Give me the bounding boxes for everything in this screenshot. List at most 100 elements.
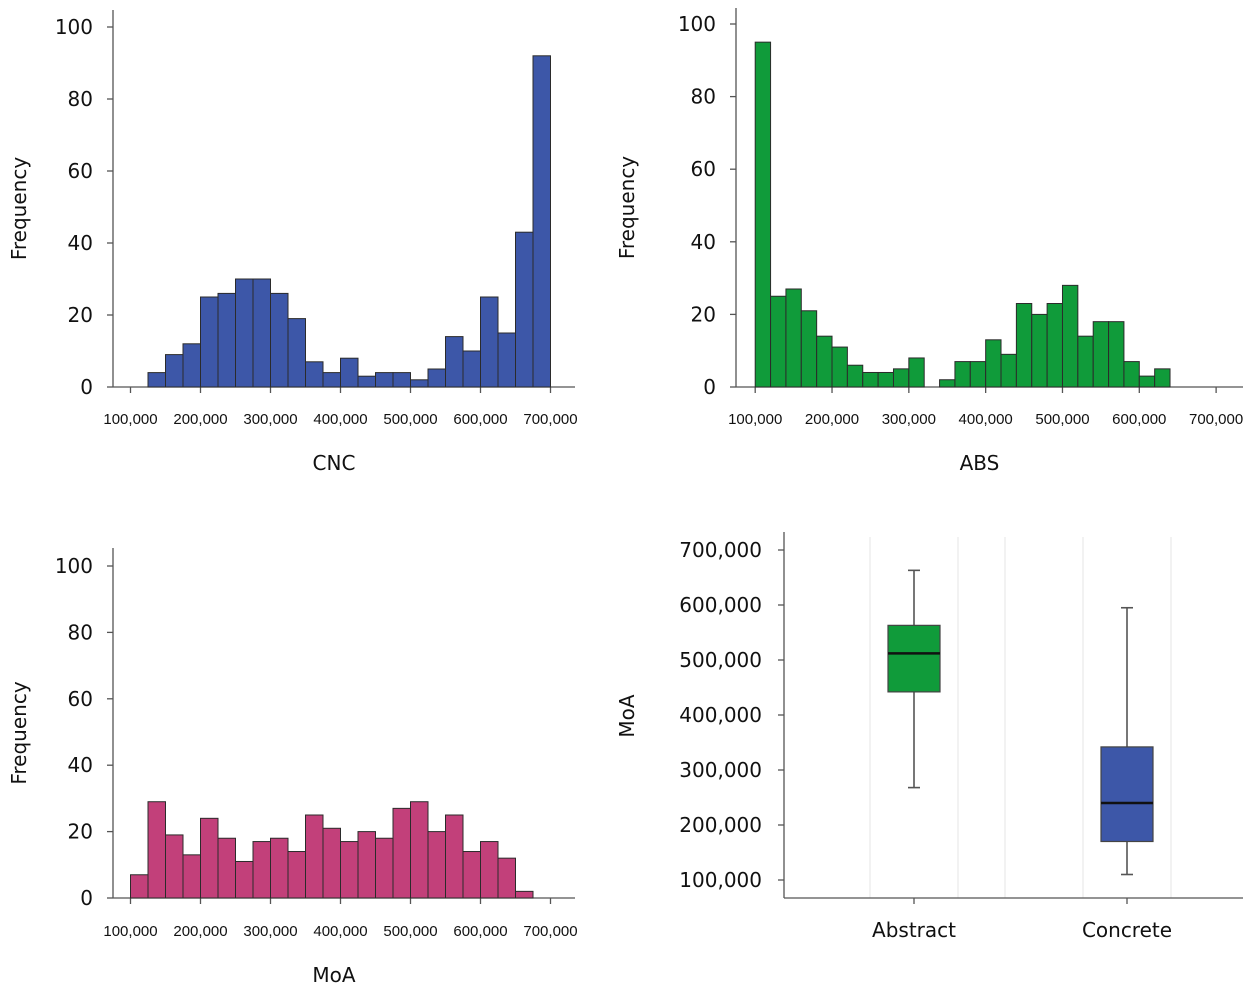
x-tick-label: 100,000: [728, 411, 782, 428]
y-tick-label: 80: [68, 620, 93, 644]
histogram-bar: [480, 296, 499, 388]
histogram-bar: [130, 874, 149, 899]
histogram-bar: [1092, 321, 1110, 388]
y-axis-title: MoA: [615, 694, 639, 737]
histogram-bar: [235, 860, 254, 899]
y-tick-label: 20: [691, 302, 716, 326]
histogram-bar: [410, 801, 429, 899]
y-tick-label: 40: [691, 230, 716, 254]
y-tick-label: 20: [68, 820, 93, 844]
histogram-bar: [235, 278, 254, 388]
histogram-bar: [1108, 321, 1125, 388]
x-tick-label: 700,000: [1189, 411, 1243, 428]
x-tick-label: 100,000: [103, 923, 157, 940]
histogram-bar: [217, 292, 236, 388]
histogram-bar: [270, 837, 289, 899]
histogram-bar: [1138, 375, 1156, 388]
histogram-bar: [939, 379, 956, 388]
x-tick-label: 200,000: [805, 411, 859, 428]
histogram-bar: [287, 851, 306, 899]
histogram-bar: [816, 335, 833, 388]
histogram-bar: [831, 346, 848, 388]
y-tick-label: 60: [68, 687, 93, 711]
x-tick-label: 600,000: [453, 923, 507, 940]
histogram-bar: [322, 372, 341, 388]
y-tick-label: 40: [68, 753, 93, 777]
y-tick-label: 0: [80, 375, 93, 399]
histogram-bar: [1000, 353, 1017, 388]
box-concrete: [1100, 746, 1154, 843]
y-tick-label: 600,000: [679, 593, 762, 617]
x-tick-label: 700,000: [523, 923, 577, 940]
y-tick-label: 500,000: [679, 648, 762, 672]
histogram-bar: [1061, 284, 1079, 388]
histogram-bar: [532, 55, 551, 388]
histogram-bar: [445, 814, 464, 899]
x-axis-title: ABS: [960, 451, 1000, 475]
histogram-bar: [392, 807, 411, 899]
histogram-bar: [985, 339, 1002, 388]
category-label: Abstract: [872, 918, 956, 942]
histogram-bar: [182, 854, 201, 899]
histogram-bar: [954, 361, 971, 388]
histogram-bar: [462, 851, 481, 899]
x-axis-title: MoA: [312, 963, 355, 986]
histogram-bar: [892, 368, 910, 388]
y-tick-label: 40: [68, 231, 93, 255]
y-tick-label: 80: [68, 87, 93, 111]
histogram-bar: [846, 364, 864, 388]
y-tick-label: 100: [55, 15, 93, 39]
x-tick-label: 600,000: [453, 411, 507, 428]
y-tick-label: 100: [678, 12, 716, 36]
histogram-bar: [182, 343, 201, 388]
histogram-bar: [305, 814, 324, 899]
x-tick-label: 400,000: [959, 411, 1013, 428]
histogram-bar: [908, 357, 925, 388]
histogram-bar: [497, 332, 516, 388]
histogram-bar: [375, 837, 394, 899]
histogram-abs: 0 20 40 60 80 100 100,000 200,000 300,000 400,000…: [615, 8, 1243, 475]
y-tick-label: 100,000: [679, 868, 762, 892]
histogram-bar: [357, 831, 376, 899]
x-axis-title: CNC: [313, 451, 356, 475]
histogram-bar: [217, 837, 236, 899]
histogram-bar: [515, 890, 534, 899]
histogram-bar: [1046, 303, 1063, 388]
category-label: Concrete: [1082, 918, 1172, 942]
histogram-bar: [427, 368, 446, 388]
y-tick-label: 60: [691, 157, 716, 181]
histogram-bar: [147, 801, 166, 899]
x-tick-label: 300,000: [882, 411, 936, 428]
x-tick-label: 500,000: [383, 411, 437, 428]
histogram-bar: [165, 354, 184, 388]
histogram-bar: [200, 817, 219, 899]
histogram-cnc: 0 20 40 60 80 100 100,000 200,000 300,000 400,000…: [7, 10, 578, 475]
y-axis-title: Frequency: [7, 157, 31, 260]
histogram-bar: [1015, 303, 1033, 388]
histogram-bar: [785, 288, 802, 388]
histogram-bar: [1154, 368, 1171, 388]
x-tick-label: 400,000: [313, 411, 367, 428]
x-tick-label: 700,000: [523, 411, 577, 428]
histogram-bar: [462, 350, 481, 388]
histogram-bar: [445, 336, 464, 388]
histogram-bar: [270, 292, 289, 388]
y-tick-label: 80: [691, 85, 716, 109]
y-tick-label: 100: [55, 554, 93, 578]
y-axis-title: Frequency: [7, 681, 31, 784]
y-tick-label: 700,000: [679, 538, 762, 562]
histogram-bar: [305, 361, 324, 388]
histogram-bar: [147, 372, 166, 388]
histogram-bar: [427, 831, 446, 899]
y-tick-label: 0: [703, 375, 716, 399]
y-tick-label: 400,000: [679, 703, 762, 727]
histogram-bar: [800, 310, 818, 388]
y-axis-title: Frequency: [615, 156, 639, 259]
histogram-bar: [287, 318, 306, 388]
histogram-bar: [877, 371, 894, 388]
histogram-bar: [375, 372, 394, 388]
x-tick-label: 500,000: [1035, 411, 1089, 428]
histogram-bar: [165, 834, 184, 899]
x-tick-label: 400,000: [313, 923, 367, 940]
